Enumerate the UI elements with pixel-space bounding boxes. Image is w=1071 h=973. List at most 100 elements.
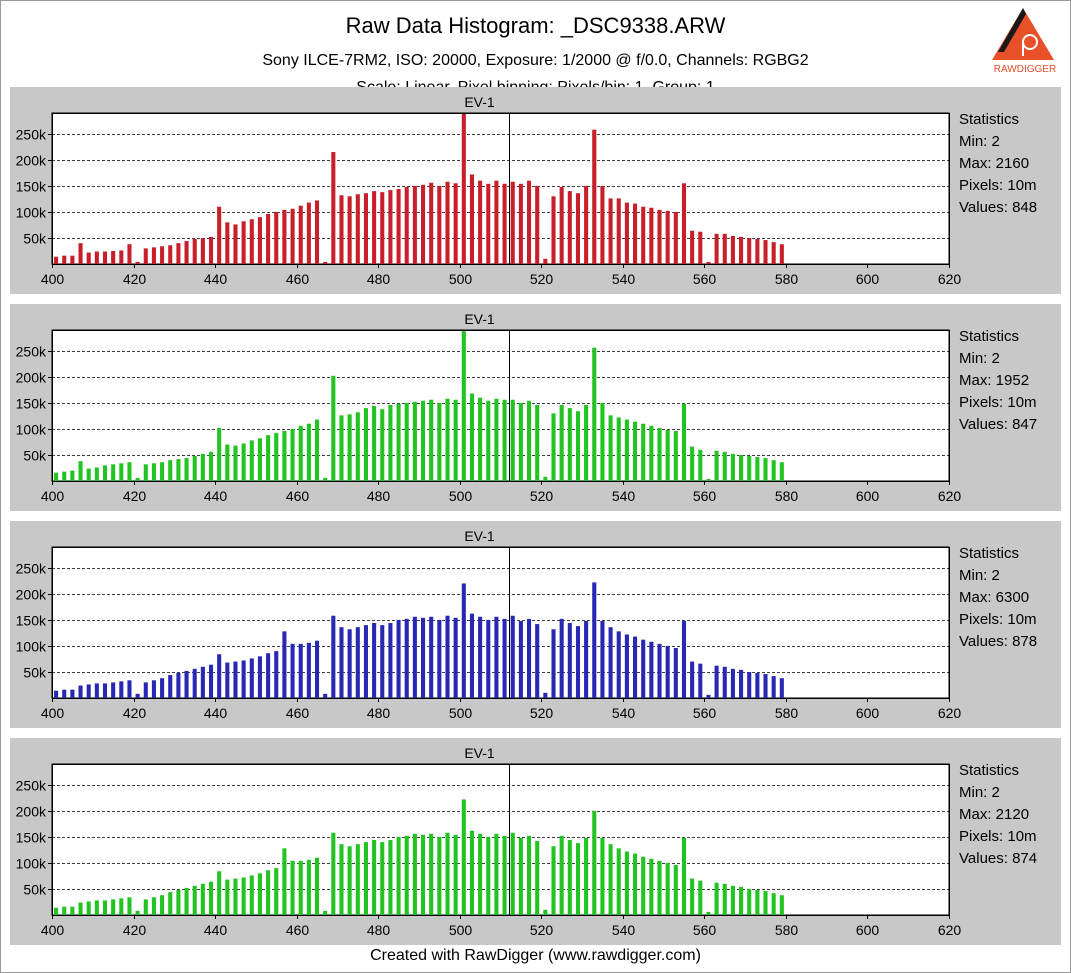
stats-pixels: Pixels: 10m [959,394,1037,411]
stats-heading: Statistics [959,762,1020,779]
histogram-bar [127,897,132,915]
x-tick-label: 620 [938,922,962,938]
histogram-bar [469,830,474,915]
histogram-bar [298,643,303,698]
histogram-bar [461,331,466,481]
histogram-bar [494,616,499,698]
histogram-bar [388,840,393,915]
histogram-bar [641,856,646,915]
x-tick-label: 440 [204,271,228,287]
x-tick-label: 420 [123,271,147,287]
y-tick-label: 50k [23,231,47,247]
histogram-bar [429,833,434,915]
histogram-bar [380,625,385,698]
histogram-bar [363,408,368,481]
histogram-bar [706,261,711,264]
histogram-bar [665,429,670,481]
histogram-bar [355,627,360,698]
histogram-bar [535,841,540,915]
histogram-bar [78,685,83,698]
histogram-bar [54,907,59,915]
histogram-bar [527,400,532,481]
stats-min: Min: 2 [959,567,1000,584]
histogram-bar [208,664,214,698]
chart-title: Raw Data Histogram: _DSC9338.ARW [345,13,726,38]
histogram-bar [135,261,140,264]
histogram-bar [225,222,230,264]
chart-subtitle: Sony ILCE-7RM2, ISO: 20000, Exposure: 1/… [262,52,809,69]
histogram-bar [192,668,197,698]
histogram-bar [298,205,303,264]
histogram-bar [388,623,393,698]
statistics-block: Statistics Min: 2 Max: 6300 Pixels: 10m … [959,543,1059,653]
histogram-bar [314,200,320,264]
histogram-bar [355,412,360,481]
histogram-bar [306,859,311,915]
footer-credit: Created with RawDigger (www.rawdigger.co… [370,947,701,964]
histogram-bar [208,451,214,481]
histogram-bar [339,844,344,915]
histogram-bar [233,878,238,915]
histogram-bar [94,900,99,915]
histogram-bar [633,421,638,481]
histogram-bar [151,680,156,698]
histogram-bar [551,413,556,481]
histogram-bar [739,886,744,915]
histogram-bar [592,810,597,915]
stats-heading: Statistics [959,545,1020,562]
histogram-bar [453,617,458,698]
histogram-bar [486,619,491,698]
histogram-bar [437,619,442,698]
histogram-bar [78,461,83,481]
x-tick-label: 520 [530,271,554,287]
x-tick-label: 400 [41,488,65,504]
y-tick-label: 250k [16,778,47,794]
histogram-bar [396,619,401,698]
histogram-bar [257,438,262,481]
x-tick-label: 480 [367,705,391,721]
histogram-bar [94,251,99,264]
histogram-bar [70,255,75,264]
histogram-bar [755,890,760,915]
histogram-bar [551,629,556,698]
histogram-bar [282,431,287,481]
x-tick-label: 540 [612,705,636,721]
histogram-bar [681,837,687,915]
x-tick-label: 460 [286,488,310,504]
histogram-bar [616,417,621,481]
histogram-bar [535,404,540,481]
chart-subtitle-scale: Scale: Linear, Pixel binning: Pixels/bin… [0,78,1071,87]
histogram-plot-red: 50k 100k 150k 200k 250k EV-1 400 420 440 460 480 50… [16,94,962,287]
histogram-bar [380,409,385,481]
histogram-bar [78,243,83,264]
histogram-bar [135,477,140,481]
histogram-bar [151,897,156,915]
x-tick-label: 580 [775,922,799,938]
histogram-bar [290,428,295,481]
histogram-bar [559,835,564,915]
x-tick-label: 440 [204,705,228,721]
histogram-bar [176,459,181,481]
histogram-bar [176,673,181,698]
y-tick-label: 100k [16,422,47,438]
histogram-bar [755,673,760,698]
histogram-bar [217,654,222,698]
histogram-bar [502,183,507,264]
histogram-bar [119,463,124,481]
histogram-bar [86,901,91,915]
x-tick-label: 520 [530,705,554,721]
y-tick-label: 150k [16,613,47,629]
histogram-bar [298,860,303,915]
x-tick-label: 520 [530,922,554,938]
histogram-bar [478,397,483,481]
histogram-bar [111,899,116,915]
histogram-bar [706,911,711,915]
histogram-bar [429,616,434,698]
plot-border [52,330,950,482]
histogram-bar [363,193,368,264]
x-tick-label: 500 [449,922,473,938]
histogram-bar [94,467,99,481]
x-tick-label: 480 [367,488,391,504]
histogram-bar [469,174,474,264]
histogram-bar [518,620,523,698]
